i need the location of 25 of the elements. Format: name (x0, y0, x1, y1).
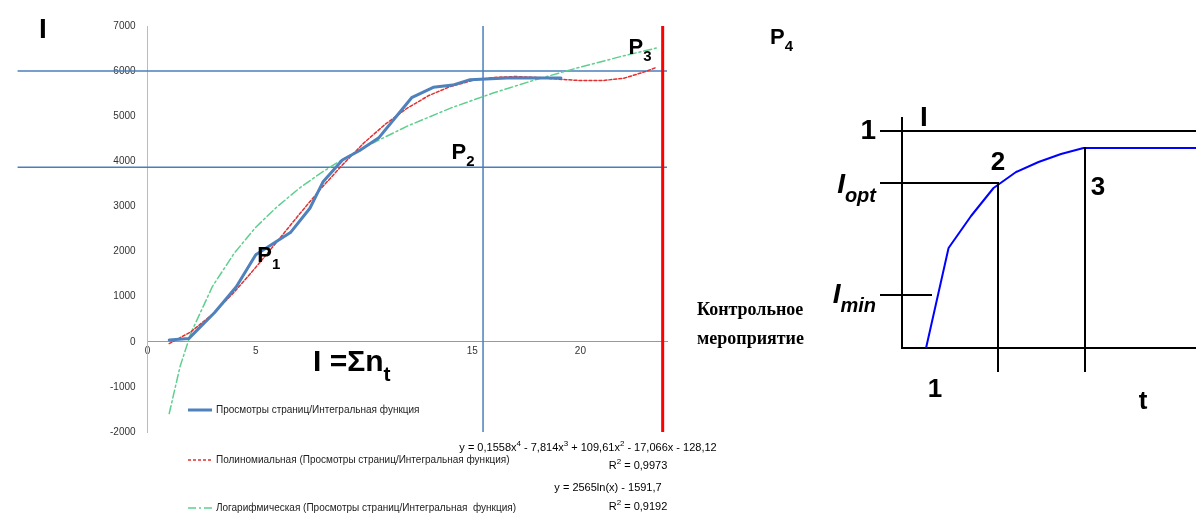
annotation: 3 (1090, 171, 1106, 202)
text: y = 2565ln(x) - 1591,7 (554, 481, 662, 494)
y-tick-label: 3000 (113, 200, 137, 212)
y-tick-label: 0 (130, 335, 137, 347)
y-tick-label: -2000 (110, 425, 137, 437)
y-tick-label: 5000 (113, 109, 137, 121)
y-tick-label: 1000 (113, 290, 137, 302)
y-tick-label: 4000 (113, 155, 137, 167)
text: 1 (860, 113, 877, 145)
line-series (168, 66, 657, 345)
y-tick-label: 2000 (113, 245, 137, 257)
legend-label: Логарифмическая (Просмотры страниц/Интегральная функция) (216, 501, 517, 513)
text: 1 (927, 373, 943, 404)
y-tick-label: 7000 (113, 19, 137, 31)
y-tick-label: -1000 (110, 380, 137, 392)
x-tick-label: 15 (466, 344, 479, 356)
y-axis-title: I (920, 100, 928, 132)
x-tick-label: 5 (253, 344, 260, 356)
legend-label: Полиномиальная (Просмотры страниц/Интегральная функция) (216, 453, 510, 465)
annotation: 2 (990, 146, 1006, 177)
x-tick-label: 20 (574, 344, 587, 356)
text: Контрольное мероприятие (697, 298, 804, 348)
legend-label: Просмотры страниц/Интегральная функция (216, 403, 420, 415)
x-axis-title: t (1138, 385, 1148, 416)
y-axis-title: I (39, 12, 47, 44)
